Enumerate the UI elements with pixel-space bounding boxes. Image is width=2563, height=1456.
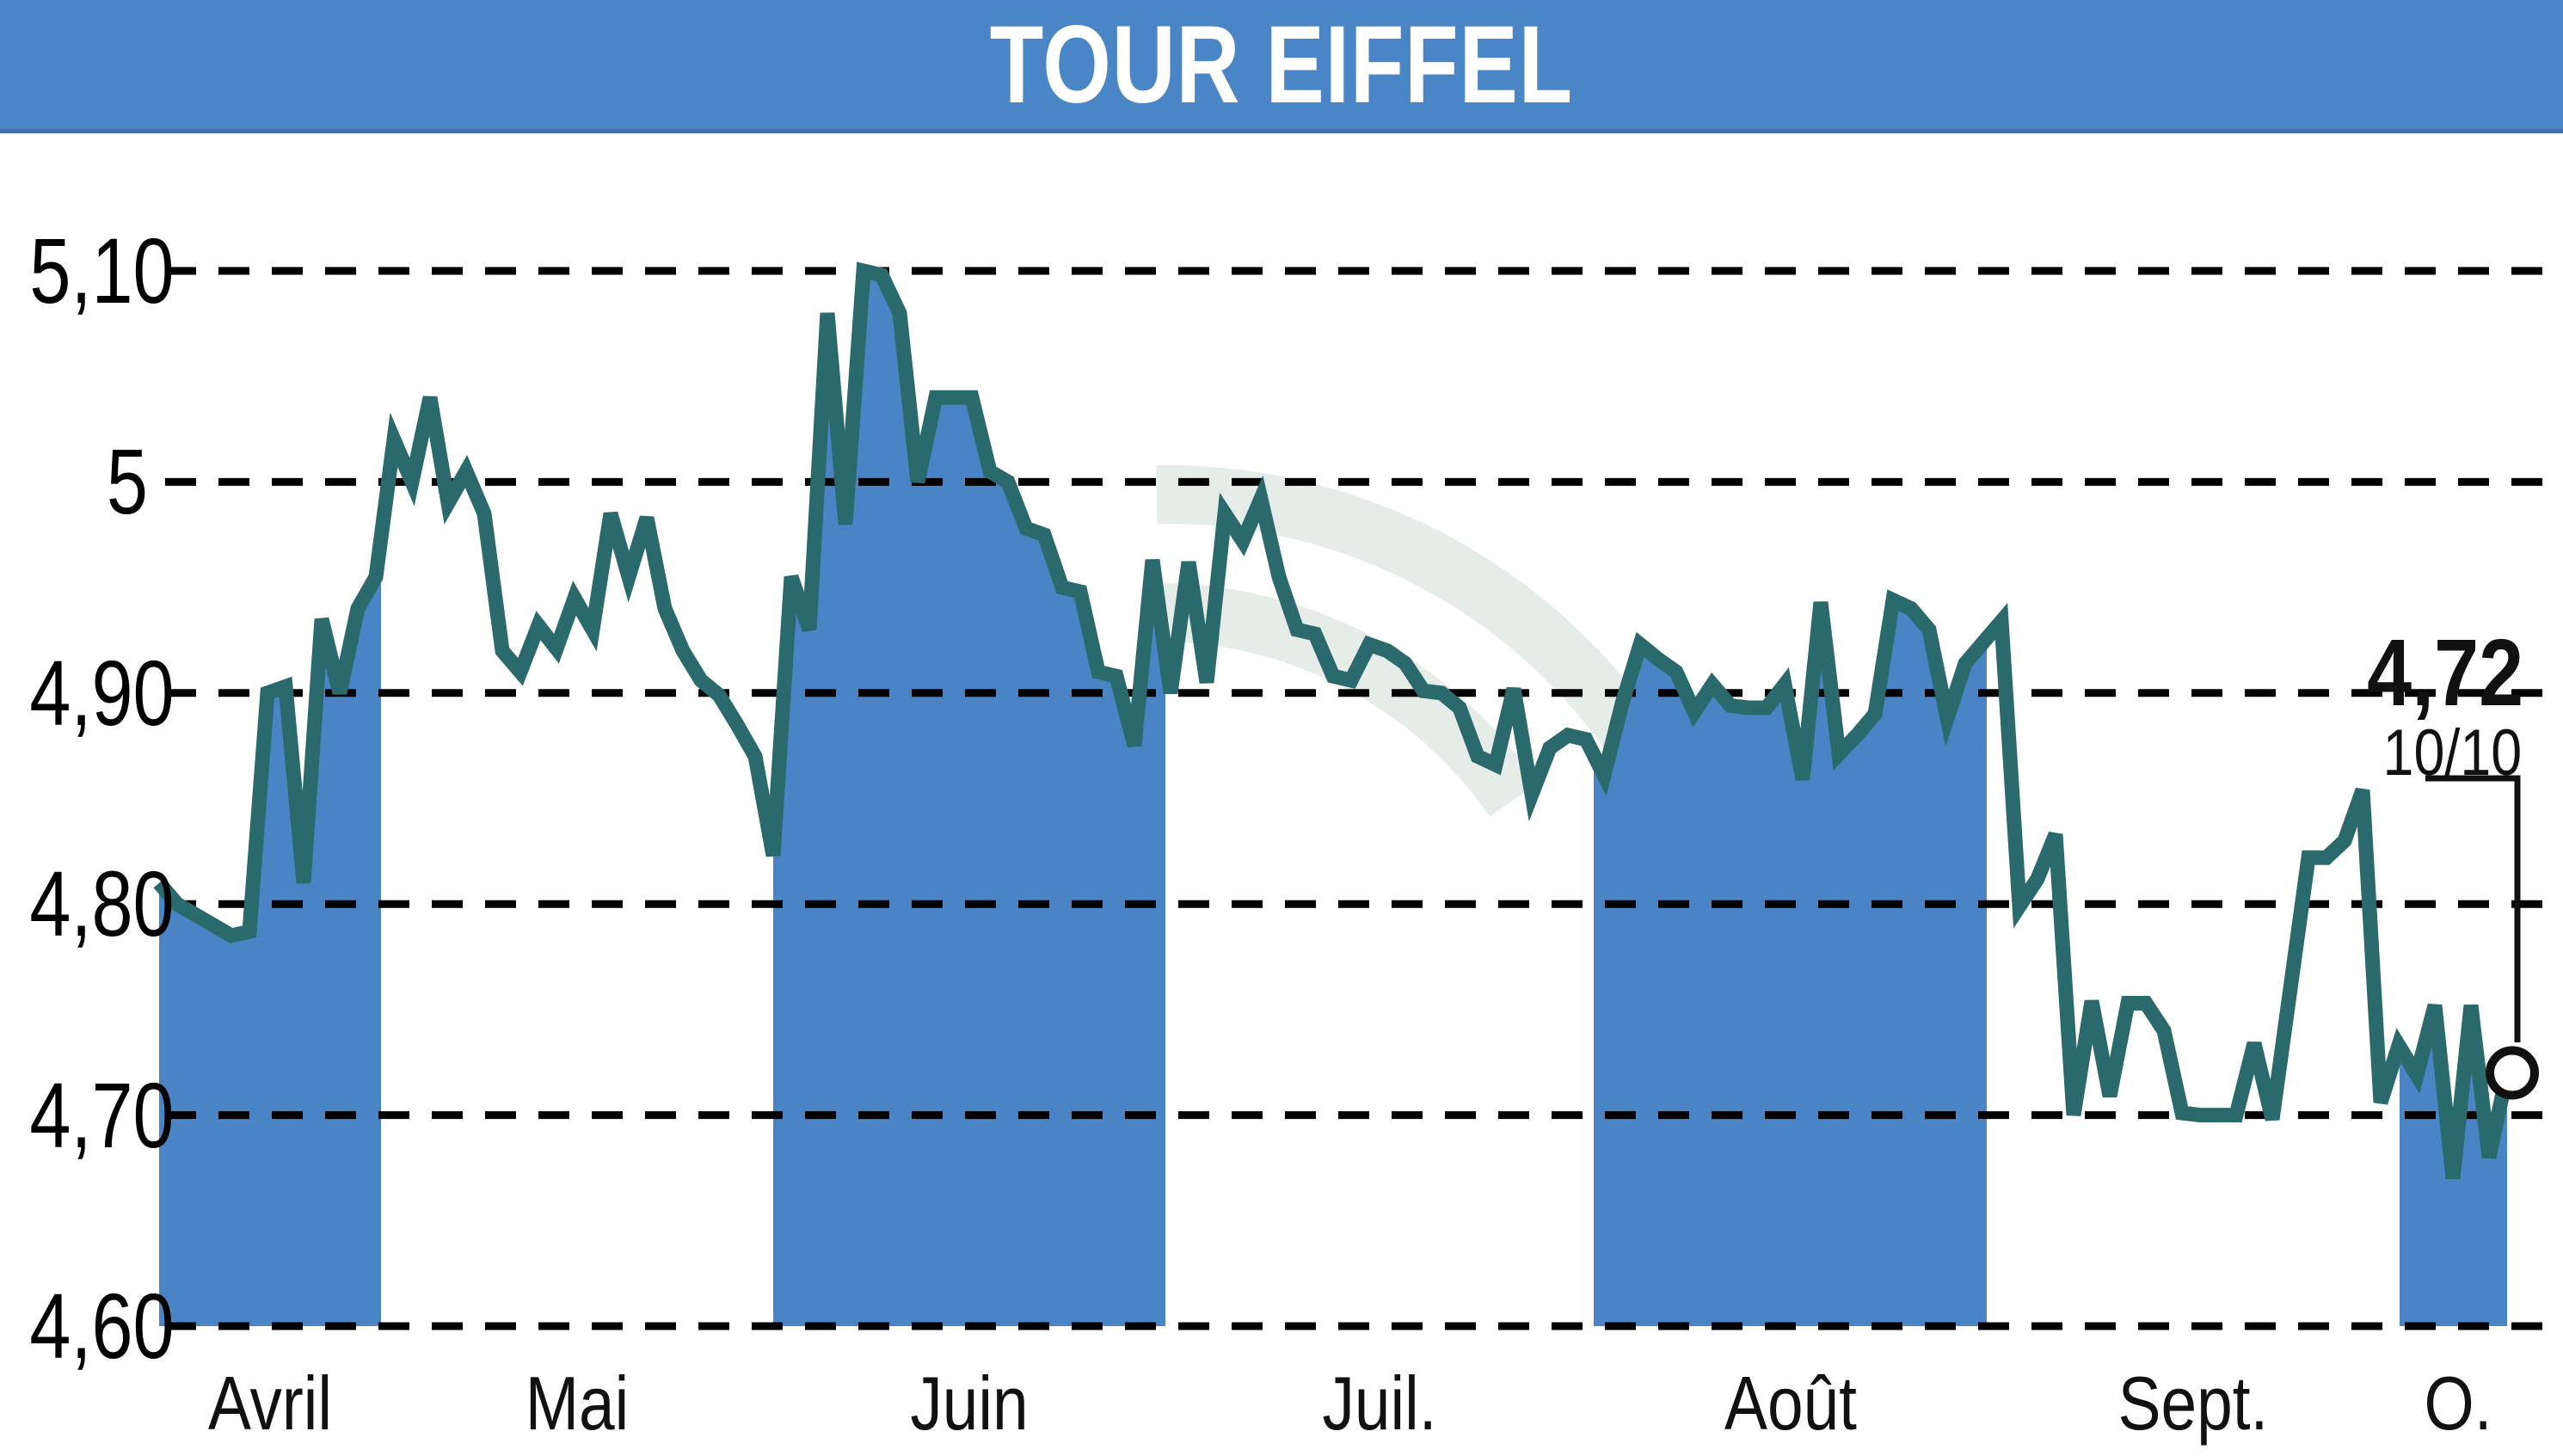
- area-fill: [159, 271, 2507, 1326]
- callout-connector-line: [2425, 775, 2521, 1042]
- last-point-marker: [2486, 1046, 2539, 1100]
- watermark-arc-outer: [1156, 464, 1681, 789]
- month-label: Avril: [207, 1361, 333, 1446]
- last-price-label: 4,72: [2367, 620, 2523, 726]
- last-date-label: 10/10: [2382, 716, 2522, 789]
- title-bar: TOUR EIFFEL: [0, 0, 2563, 133]
- y-tick-label: 4,60: [29, 1274, 175, 1378]
- month-label: Juin: [910, 1361, 1029, 1446]
- watermark-arcs: [1153, 464, 1681, 817]
- y-tick-label: 4,70: [29, 1062, 175, 1167]
- month-label: O.: [2424, 1361, 2492, 1446]
- month-label: Sept.: [2117, 1361, 2269, 1446]
- month-label: Mai: [525, 1361, 630, 1446]
- y-tick-label: 5,10: [29, 218, 175, 323]
- y-tick-label: 5: [106, 429, 148, 534]
- month-label: Juil.: [1322, 1361, 1437, 1446]
- price-line: [153, 261, 2515, 1180]
- gridlines: [165, 267, 2563, 1330]
- y-tick-label: 4,80: [29, 851, 175, 956]
- month-label: Août: [1724, 1361, 1857, 1446]
- y-tick-label: 4,90: [29, 640, 175, 745]
- page-title: TOUR EIFFEL: [989, 3, 1574, 126]
